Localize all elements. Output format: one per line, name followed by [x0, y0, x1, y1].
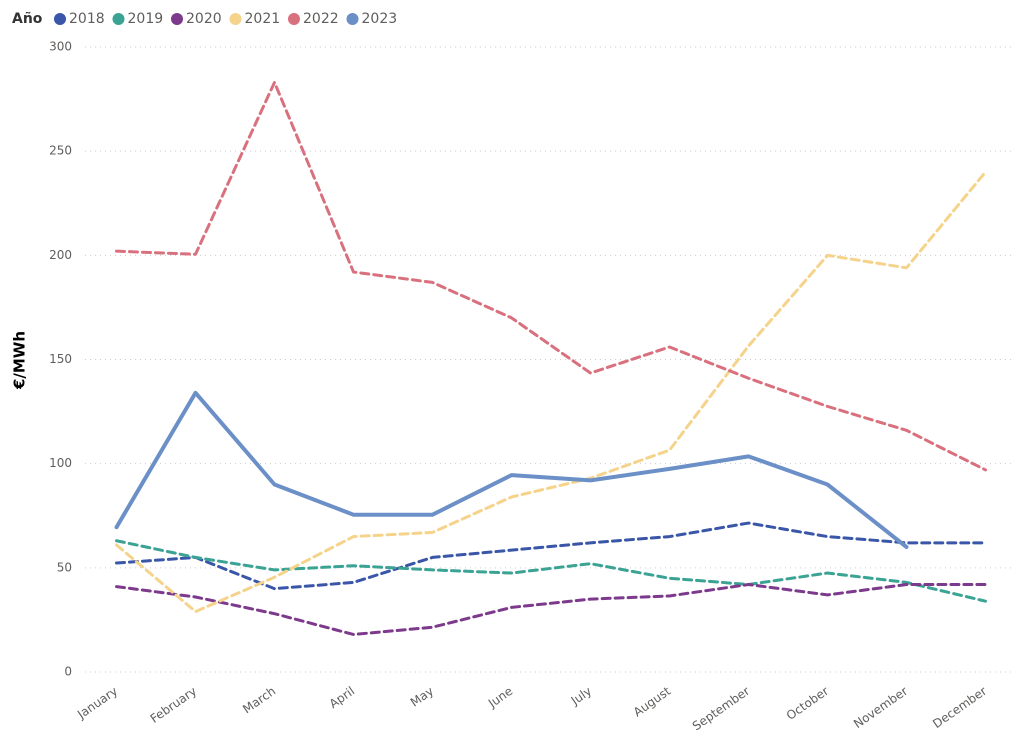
y-axis-label: €/MWh — [11, 331, 29, 390]
legend-label: 2023 — [362, 11, 398, 27]
y-tick-label: 50 — [57, 560, 72, 574]
series-line — [114, 390, 909, 549]
x-tick-label: June — [485, 684, 515, 711]
y-tick-label: 100 — [49, 456, 72, 470]
x-tick-label: March — [240, 684, 278, 716]
x-tick-label: December — [930, 684, 989, 731]
legend-marker — [346, 13, 359, 25]
legend-marker — [229, 13, 242, 25]
legend-label: 2018 — [69, 11, 105, 27]
legend-label: 2019 — [128, 11, 164, 27]
x-tick-label: January — [74, 684, 120, 722]
series-line — [115, 583, 987, 636]
legend-title: Año — [12, 11, 43, 27]
x-tick-label: September — [690, 684, 752, 734]
legend-marker — [54, 13, 66, 25]
y-tick-label: 0 — [64, 665, 72, 679]
x-tick-label: October — [784, 684, 831, 723]
y-tick-label: 300 — [49, 40, 72, 54]
x-tick-label: November — [851, 684, 910, 731]
x-tick-label: February — [148, 684, 200, 726]
x-tick-label: May — [408, 684, 436, 710]
series-line — [115, 539, 987, 603]
series-line — [115, 521, 987, 591]
legend-marker — [112, 13, 125, 25]
legend-marker — [171, 13, 183, 25]
series-line — [115, 170, 987, 614]
legend-label: 2022 — [303, 11, 339, 27]
legend-label: 2020 — [186, 11, 222, 27]
x-tick-label: July — [568, 684, 595, 708]
x-tick-label: August — [631, 684, 674, 720]
y-tick-label: 200 — [49, 248, 72, 262]
y-tick-label: 250 — [49, 144, 72, 158]
x-tick-label: April — [327, 684, 358, 711]
y-tick-label: 150 — [49, 352, 72, 366]
legend-marker — [288, 13, 300, 25]
legend-label: 2021 — [245, 11, 281, 27]
series-line — [115, 80, 987, 472]
